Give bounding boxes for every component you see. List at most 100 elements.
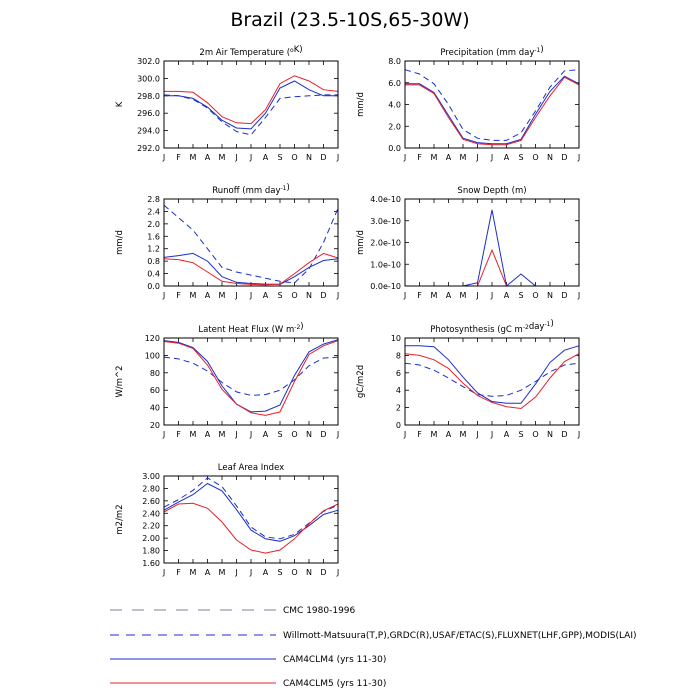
x-tick-label: O xyxy=(532,430,538,439)
x-tick-label: A xyxy=(205,153,211,162)
x-tick-label: N xyxy=(547,291,553,300)
y-tick-label: 1.0e-10 xyxy=(370,260,401,269)
y-tick-label: 8 xyxy=(396,351,401,360)
main-title: Brazil (23.5-10S,65-30W) xyxy=(230,9,470,31)
y-tick-label: 0.0 xyxy=(147,282,160,291)
chart-title: 2m Air Temperature (oK) xyxy=(199,45,302,58)
x-tick-label: J xyxy=(162,291,165,300)
plot-frame xyxy=(163,198,339,287)
series-line-obs xyxy=(404,362,580,397)
x-tick-label: D xyxy=(320,153,326,162)
x-tick-label: J xyxy=(249,568,252,577)
y-tick-label: 2.0 xyxy=(147,220,160,229)
x-tick-label: M xyxy=(460,153,467,162)
x-tick-label: J xyxy=(336,430,339,439)
series-line-clm5 xyxy=(163,252,339,286)
series-line-obs xyxy=(163,94,338,136)
chart-snow: Snow Depth (m) mm/d 0.0e-10 1.0e-10 2.0e-10 3… xyxy=(356,186,580,300)
x-tick-label: A xyxy=(205,568,211,577)
x-tick-label: S xyxy=(277,568,282,577)
y-tick-label: 120 xyxy=(145,334,160,343)
x-tick-label: F xyxy=(176,153,181,162)
y-axis-label: m2/m2 xyxy=(115,504,125,534)
chart-title: Leaf Area Index xyxy=(218,463,284,473)
x-tick-label: F xyxy=(176,568,181,577)
plot-frame xyxy=(404,60,580,149)
y-axis-label: mm/d xyxy=(356,92,366,117)
x-tick-label: F xyxy=(176,430,181,439)
x-tick-label: S xyxy=(277,291,282,300)
y-tick-label: 2.60 xyxy=(142,497,160,506)
x-tick-label: J xyxy=(490,430,493,439)
x-tick-label: J xyxy=(403,291,406,300)
y-tick-label: 2.0e-10 xyxy=(370,239,401,248)
y-tick-label: 0.0e-10 xyxy=(370,282,401,291)
series-line-clm4 xyxy=(405,75,580,145)
y-tick-label: 2.00 xyxy=(142,534,160,543)
y-tick-label: 10 xyxy=(391,334,401,343)
x-tick-label: N xyxy=(306,153,312,162)
x-tick-label: J xyxy=(234,291,237,300)
x-tick-label: N xyxy=(306,291,312,300)
x-tick-label: J xyxy=(475,430,478,439)
x-tick-label: J xyxy=(249,153,252,162)
series-line-clm5 xyxy=(405,248,536,287)
x-tick-label: O xyxy=(291,568,297,577)
x-tick-label: A xyxy=(504,153,510,162)
series-line-clm5 xyxy=(405,76,580,146)
legend-label-obs: Willmott-Matsuura(T,P),GRDC(R),USAF/ETAC… xyxy=(283,631,637,641)
y-tick-label: 1.2 xyxy=(147,245,160,254)
x-tick-label: J xyxy=(577,153,580,162)
x-tick-label: F xyxy=(176,291,181,300)
x-tick-label: J xyxy=(336,291,339,300)
y-tick-label: 292.0 xyxy=(137,144,160,153)
x-tick-label: J xyxy=(577,291,580,300)
y-tick-label: 20 xyxy=(150,421,160,430)
series-line-clm4 xyxy=(405,345,580,404)
x-tick-label: J xyxy=(403,430,406,439)
x-tick-label: S xyxy=(277,153,282,162)
y-tick-label: 1.6 xyxy=(147,232,160,241)
series-line-clm4 xyxy=(164,80,338,130)
y-axis-label: K xyxy=(115,101,125,107)
x-tick-label: J xyxy=(336,153,339,162)
series-line-clm4 xyxy=(163,482,339,542)
x-tick-label: O xyxy=(532,291,538,300)
y-tick-label: 80 xyxy=(150,369,160,378)
y-tick-label: 296.0 xyxy=(137,109,160,118)
x-tick-label: J xyxy=(249,291,252,300)
y-tick-label: 2.0 xyxy=(388,122,401,131)
x-tick-label: J xyxy=(403,153,406,162)
series-line-clm5 xyxy=(163,340,339,416)
x-tick-label: J xyxy=(490,153,493,162)
y-tick-label: 6.0 xyxy=(388,79,401,88)
y-tick-label: 100 xyxy=(145,351,160,360)
x-tick-label: M xyxy=(219,568,226,577)
plot-frame xyxy=(404,198,580,287)
y-tick-label: 2.80 xyxy=(142,484,160,493)
x-tick-label: M xyxy=(190,291,197,300)
y-tick-label: 0 xyxy=(396,421,401,430)
x-tick-label: J xyxy=(490,291,493,300)
chart-lai: Leaf Area Index m2/m2 1.60 1.80 2.00 2.20 2.40… xyxy=(115,463,339,577)
x-tick-label: O xyxy=(291,430,297,439)
y-tick-label: 4.0e-10 xyxy=(370,195,401,204)
y-tick-label: 8.0 xyxy=(388,57,401,66)
legend: CMC 1980-1996 Willmott-Matsuura(T,P),GRDC… xyxy=(110,606,637,689)
y-tick-label: 1.60 xyxy=(142,559,160,568)
x-tick-label: D xyxy=(561,153,567,162)
series-line-obs xyxy=(163,204,339,284)
x-tick-label: A xyxy=(263,430,269,439)
y-tick-label: 1.80 xyxy=(142,547,160,556)
x-tick-label: A xyxy=(263,153,269,162)
x-tick-label: J xyxy=(249,430,252,439)
plot-frame xyxy=(404,337,580,426)
x-tick-label: N xyxy=(306,568,312,577)
x-tick-label: M xyxy=(190,153,197,162)
y-tick-label: 6 xyxy=(396,369,401,378)
x-tick-label: D xyxy=(320,568,326,577)
plot-frame xyxy=(163,60,339,149)
x-tick-label: M xyxy=(431,153,438,162)
series-line-obs xyxy=(163,477,339,540)
